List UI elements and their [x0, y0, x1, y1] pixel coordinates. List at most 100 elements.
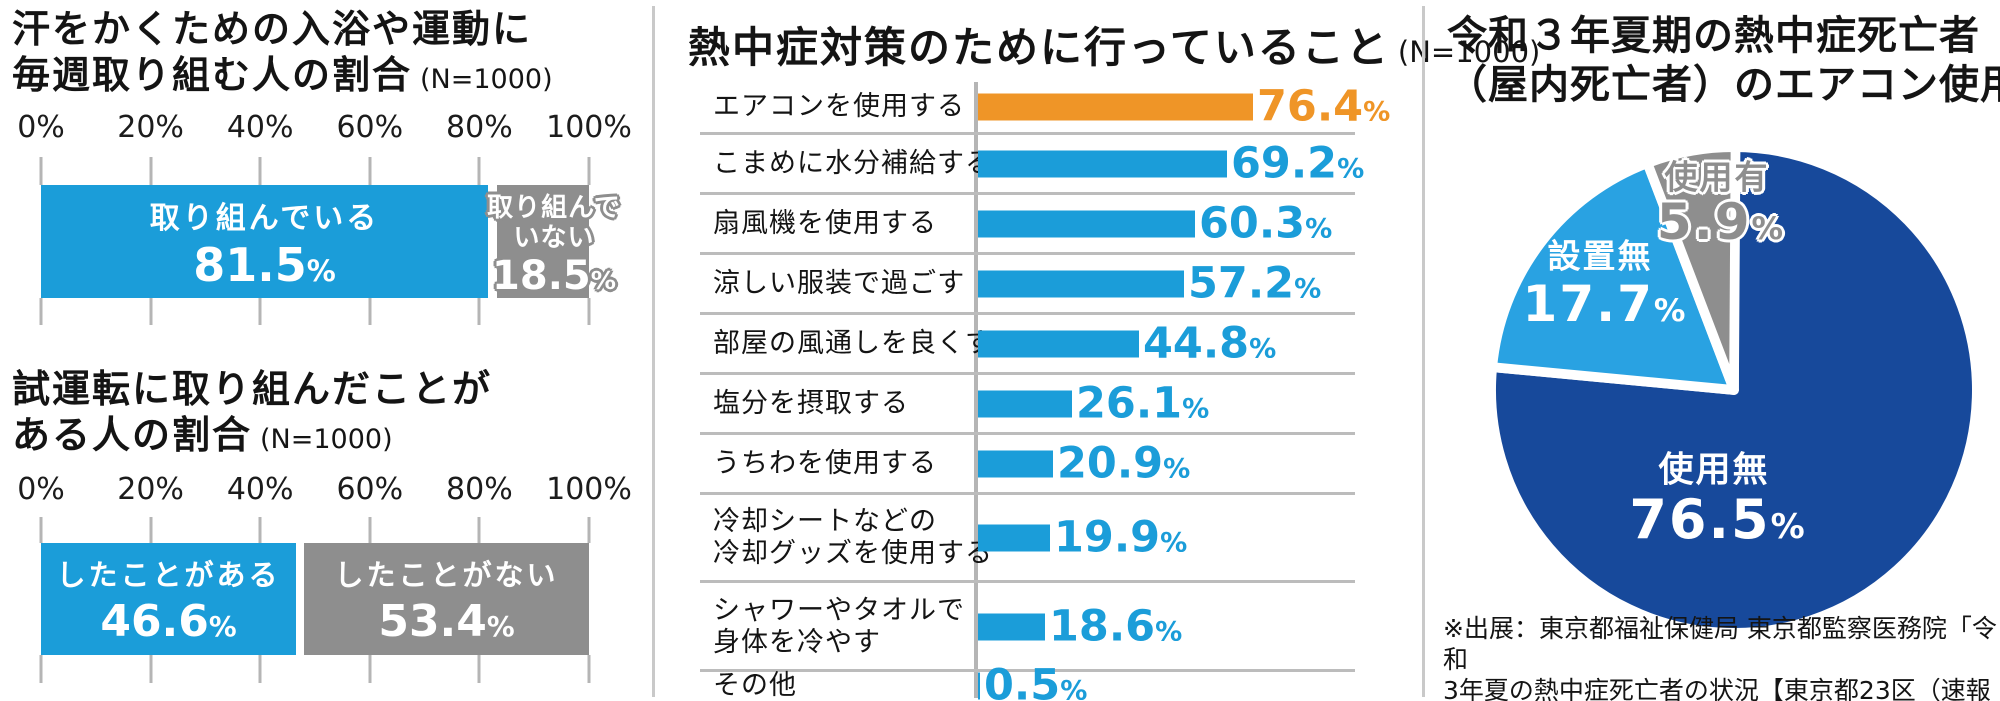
measure-label: シャワーやタオルで 身体を冷やす	[713, 594, 965, 658]
axis-tick-mark	[587, 298, 591, 325]
measure-value: 26.1%	[1076, 378, 1210, 429]
measure-value: 44.8%	[1143, 318, 1277, 369]
row-separator	[700, 432, 1355, 435]
axis-tick-label: 20%	[117, 472, 184, 507]
measure-bar	[978, 450, 1053, 478]
axis-tick-mark	[477, 157, 481, 185]
chart2-bars: したことがある 46.6% したことがない 53.4%	[41, 543, 589, 655]
axis-tick-label: 100%	[546, 472, 632, 507]
measure-row: うちわを使用する 20.9%	[660, 432, 1430, 494]
axis-tick-label: 80%	[446, 110, 513, 145]
pie-label-usage-no: 使用無	[1658, 450, 1770, 491]
axis-tick-label: 40%	[226, 110, 294, 145]
measure-value: 0.5%	[984, 660, 1088, 701]
axis-tick-mark	[477, 655, 481, 683]
measure-bar	[978, 613, 1045, 640]
axis-tick-mark	[368, 298, 372, 325]
pie-label-usage-yes: 使用有	[1664, 157, 1770, 197]
measure-value: 19.9%	[1054, 512, 1188, 563]
measure-row: 扇風機を使用する 60.3%	[660, 192, 1430, 254]
axis-tick-mark	[258, 298, 262, 325]
measure-row: 塩分を摂取する 26.1%	[660, 372, 1430, 434]
measure-bar	[978, 150, 1227, 178]
chart2-title: 試運転に取り組んだことが ある人の割合 (N=1000)	[12, 366, 492, 463]
chart2-title-line2: ある人の割合 (N=1000)	[12, 413, 393, 457]
measure-label: 部屋の風通しを良くする	[713, 328, 1021, 359]
row-separator	[700, 132, 1355, 135]
chart1-bars: 取り組んでいる 81.5% 取り組んで いない 18.5%	[41, 185, 620, 299]
axis-tick-mark	[368, 517, 372, 543]
chart4-title-line2: （屋内死亡者）のエアコン使用状況	[1447, 62, 2000, 108]
measure-value: 76.4%	[1257, 81, 1391, 132]
measure-value: 69.2%	[1231, 138, 1365, 189]
axis-tick-mark	[587, 517, 591, 543]
axis-tick-mark	[39, 517, 43, 543]
axis-tick-mark	[149, 655, 153, 683]
pie-value-not-installed: 17.7%	[1522, 275, 1688, 333]
axis-tick-label: 0%	[17, 110, 65, 145]
measure-bar	[978, 524, 1050, 552]
chart2-segment-done-label: したことがある	[56, 558, 281, 593]
chart1-segment-active-value: 81.5%	[193, 237, 336, 292]
row-separator	[700, 192, 1355, 195]
chart3-title: 熱中症対策のために行っていること (N=1000)	[688, 23, 1541, 72]
pie-slice-0	[1486, 142, 1982, 638]
axis-tick-label: 40%	[226, 472, 294, 507]
chart1-segment-inactive-value: 18.5%	[492, 253, 616, 299]
axis-tick-label: 100%	[546, 110, 632, 145]
chart1-title-line2: 毎週取り組む人の割合 (N=1000)	[12, 53, 553, 97]
measure-row: こまめに水分補給する 69.2%	[660, 132, 1430, 194]
measure-row: エアコンを使用する 76.4%	[660, 80, 1430, 134]
axis-tick-mark	[368, 655, 372, 683]
axis-tick-mark	[258, 655, 262, 683]
chart4-title-line1: 令和３年夏期の熱中症死亡者	[1447, 13, 1980, 59]
chart2-axis-labels: 0% 20% 40% 60% 80% 100%	[17, 472, 632, 507]
source-footnote-line2: 3年夏の熱中症死亡者の状況【東京都23区（速報値）	[1443, 676, 1991, 701]
chart2-segment-done: したことがある 46.6%	[41, 543, 296, 655]
pie-label-not-installed: 設置無	[1547, 236, 1653, 276]
row-separator	[700, 372, 1355, 375]
pie-slice-2	[1642, 142, 1741, 395]
panel-divider-left	[652, 6, 655, 697]
chart2-n-label: (N=1000)	[260, 424, 393, 455]
measure-value: 18.6%	[1049, 601, 1183, 651]
axis-tick-mark	[368, 157, 372, 185]
source-footnote-line1: ※出展：東京都福祉保健局 東京都監察医務院「令和	[1443, 614, 1997, 674]
measure-bar	[978, 672, 980, 700]
measure-bar	[978, 270, 1184, 298]
measure-value: 57.2%	[1188, 258, 1322, 309]
chart1-title: 汗をかくための入浴や運動に 毎週取り組む人の割合 (N=1000)	[12, 6, 553, 103]
row-separator	[700, 252, 1355, 255]
row-separator	[700, 580, 1355, 583]
axis-tick-label: 20%	[117, 110, 184, 145]
measure-row: その他 0.5%	[660, 664, 1430, 701]
chart2-title-line1: 試運転に取り組んだことが	[12, 367, 493, 411]
axis-tick-mark	[477, 298, 481, 325]
chart2-segment-notdone: したことがない 53.4%	[304, 543, 589, 655]
measure-label: 塩分を摂取する	[713, 388, 909, 419]
chart1-segment-active-label: 取り組んでいる	[149, 200, 380, 236]
chart1-segment-inactive-label-line2: いない	[513, 223, 595, 253]
row-separator	[700, 669, 1355, 672]
chart3-axis-line	[974, 82, 978, 698]
measure-row: 部屋の風通しを良くする 44.8%	[660, 312, 1430, 374]
row-separator	[700, 312, 1355, 315]
chart3-n-label: (N=1000)	[1397, 35, 1541, 69]
chart2-segment-notdone-value: 53.4%	[378, 596, 515, 648]
axis-tick-label: 60%	[336, 110, 404, 145]
measure-row: 冷却シートなどの 冷却グッズを使用する 19.9%	[660, 492, 1430, 582]
chart1-n-label: (N=1000)	[420, 64, 553, 95]
axis-tick-mark	[149, 298, 153, 325]
chart2-segment-notdone-label: したことがない	[334, 558, 559, 593]
chart1-ticks-top	[39, 157, 591, 185]
axis-tick-mark	[39, 157, 43, 185]
pie-value-usage-no: 76.5%	[1629, 488, 1807, 551]
measure-label: 扇風機を使用する	[713, 208, 937, 239]
axis-tick-mark	[258, 157, 262, 185]
axis-tick-label: 60%	[336, 472, 404, 507]
measure-bar	[978, 93, 1253, 121]
chart1-axis-labels: 0% 20% 40% 60% 80% 100%	[17, 110, 632, 145]
axis-tick-mark	[258, 517, 262, 543]
measure-label: 冷却シートなどの 冷却グッズを使用する	[713, 506, 993, 569]
